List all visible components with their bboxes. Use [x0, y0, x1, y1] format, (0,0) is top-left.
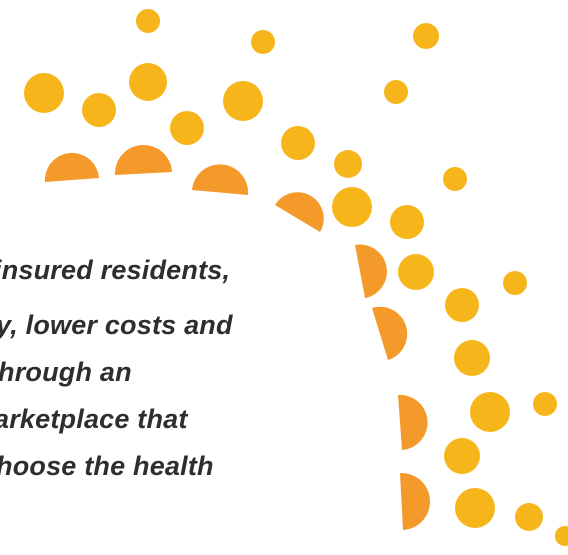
- dot: [503, 271, 527, 295]
- text-line: arketplace that: [0, 404, 188, 435]
- arc: [192, 164, 248, 195]
- dot: [398, 254, 434, 290]
- dot: [455, 488, 495, 528]
- dot: [223, 81, 263, 121]
- arc: [355, 245, 387, 298]
- dot: [443, 167, 467, 191]
- dot: [24, 73, 64, 113]
- page: insured residents, y, lower costs and hr…: [0, 0, 568, 555]
- dot: [136, 9, 160, 33]
- dot: [533, 392, 557, 416]
- dot: [444, 438, 480, 474]
- dot: [413, 23, 439, 49]
- text-line: insured residents,: [0, 255, 230, 286]
- dot: [384, 80, 408, 104]
- arc: [398, 395, 428, 450]
- dot: [390, 205, 424, 239]
- dot: [332, 187, 372, 227]
- arc: [275, 192, 324, 232]
- dot: [281, 126, 315, 160]
- dot: [454, 340, 490, 376]
- dot: [129, 63, 167, 101]
- dot: [334, 150, 362, 178]
- arc: [372, 307, 407, 360]
- dot: [82, 93, 116, 127]
- arc: [45, 153, 99, 182]
- arc: [400, 473, 430, 530]
- dot: [170, 111, 204, 145]
- text-line: hrough an: [0, 357, 132, 388]
- text-line: hoose the health: [0, 451, 214, 482]
- text-line: y, lower costs and: [0, 310, 233, 341]
- dot: [445, 288, 479, 322]
- dot: [515, 503, 543, 531]
- dot: [470, 392, 510, 432]
- arc: [115, 145, 172, 175]
- dot: [251, 30, 275, 54]
- dot: [555, 526, 568, 546]
